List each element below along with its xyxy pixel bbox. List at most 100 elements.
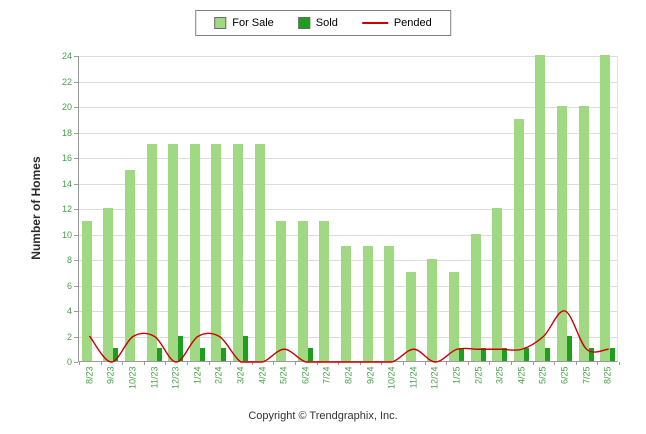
for-sale-bar (578, 106, 589, 361)
y-tick-label: 24 (61, 51, 72, 61)
for-sale-label: For Sale (232, 17, 274, 29)
for-sale-bar (103, 208, 114, 361)
for-sale-bar (513, 118, 524, 361)
legend-item-pended: Pended (361, 17, 432, 29)
for-sale-bar (557, 106, 567, 361)
gridline (79, 183, 617, 185)
x-tick-label: 8/23 (84, 366, 95, 385)
sold-bar (567, 335, 572, 361)
y-tick-mark (74, 107, 78, 108)
gridline (79, 158, 617, 159)
for-sale-bar (125, 169, 135, 361)
for-sale-bar (362, 246, 373, 361)
for-sale-bar (276, 220, 287, 361)
for-sale-bar (81, 220, 92, 361)
x-tick-mark (467, 362, 469, 365)
sold-bar (307, 348, 313, 361)
y-tick-mark (74, 56, 78, 57)
gridline (79, 234, 617, 236)
x-tick-mark (403, 362, 404, 365)
y-tick-mark (74, 81, 78, 83)
x-tick-label: 2/24 (213, 366, 224, 385)
for-sale-bar (600, 55, 611, 361)
y-tick-mark (74, 158, 78, 159)
y-tick-label: 4 (66, 306, 72, 316)
sold-bar (156, 348, 162, 361)
x-tick-mark (424, 362, 426, 365)
for-sale-bar (233, 144, 243, 361)
x-tick-label: 4/25 (516, 366, 527, 385)
gridline (79, 132, 617, 134)
for-sale-bar (254, 144, 265, 361)
sold-bar (502, 348, 508, 361)
y-tick-label: 16 (61, 153, 72, 163)
for-sale-bar (384, 246, 395, 361)
y-tick-mark (74, 311, 78, 312)
y-tick-mark (74, 285, 78, 287)
legend-item-for-sale: For Sale (214, 17, 274, 29)
y-tick-label: 8 (66, 255, 72, 265)
x-tick-mark (79, 362, 80, 365)
gridline (79, 56, 617, 57)
for-sale-swatch-icon (214, 17, 227, 29)
for-sale-bar (405, 271, 416, 361)
gridline (79, 209, 617, 210)
x-tick-label: 12/23 (170, 366, 181, 390)
sold-bar (178, 335, 184, 361)
for-sale-bar (427, 259, 438, 361)
x-tick-label: 8/25 (602, 366, 613, 385)
x-tick-mark (381, 362, 383, 365)
x-tick-mark (532, 362, 534, 365)
x-tick-mark (359, 362, 361, 365)
for-sale-bar (535, 55, 546, 361)
x-tick-mark (295, 362, 296, 365)
y-tick-mark (74, 234, 78, 236)
x-tick-mark (316, 362, 318, 365)
x-tick-label: 9/23 (105, 366, 116, 385)
x-tick-label: 4/24 (257, 366, 268, 385)
sold-bar (221, 348, 227, 361)
y-tick-label: 12 (61, 204, 72, 214)
sold-bar (523, 348, 529, 361)
x-tick-mark (273, 362, 275, 365)
x-tick-mark (100, 362, 102, 365)
x-tick-mark (230, 362, 232, 365)
sold-bar (113, 348, 119, 361)
y-tick-label: 10 (61, 229, 72, 240)
y-axis-title: Number of Homes (29, 156, 43, 260)
for-sale-bar (146, 144, 157, 361)
for-sale-bar (492, 208, 503, 361)
x-tick-label: 5/25 (537, 366, 548, 385)
for-sale-bar (168, 144, 179, 361)
sold-bar (610, 348, 616, 361)
x-tick-mark (511, 362, 512, 365)
x-tick-label: 7/25 (581, 366, 592, 385)
legend: For Sale Sold Pended (195, 10, 451, 36)
x-tick-mark (143, 362, 145, 365)
copyright: Copyright © Trendgraphix, Inc. (248, 410, 398, 422)
y-tick-label: 14 (61, 178, 72, 189)
gridline (79, 81, 617, 83)
x-tick-label: 7/24 (321, 366, 332, 385)
x-tick-label: 11/23 (149, 366, 160, 389)
x-tick-label: 6/25 (559, 366, 570, 385)
x-tick-label: 5/24 (278, 366, 289, 385)
x-tick-mark (489, 362, 491, 365)
for-sale-bar (470, 233, 481, 361)
x-tick-mark (165, 362, 167, 365)
x-tick-label: 10/23 (127, 366, 138, 390)
x-tick-mark (597, 362, 599, 365)
y-tick-label: 22 (61, 76, 72, 87)
plot-area: 0 2 4 6 8 10 12 14 16 18 20 22 24 8/23 9/23 10/23 11/23 1… (62, 51, 620, 389)
for-sale-bar (341, 246, 351, 361)
x-tick-label: 2/25 (473, 366, 484, 385)
y-tick-label: 18 (61, 127, 72, 138)
pended-line (89, 310, 609, 363)
sold-bar (545, 348, 551, 361)
for-sale-bar (189, 144, 200, 361)
x-tick-label: 6/24 (300, 366, 311, 385)
x-tick-label: 1/24 (192, 366, 203, 385)
x-tick-mark (575, 362, 577, 365)
y-tick-label: 20 (61, 102, 72, 112)
